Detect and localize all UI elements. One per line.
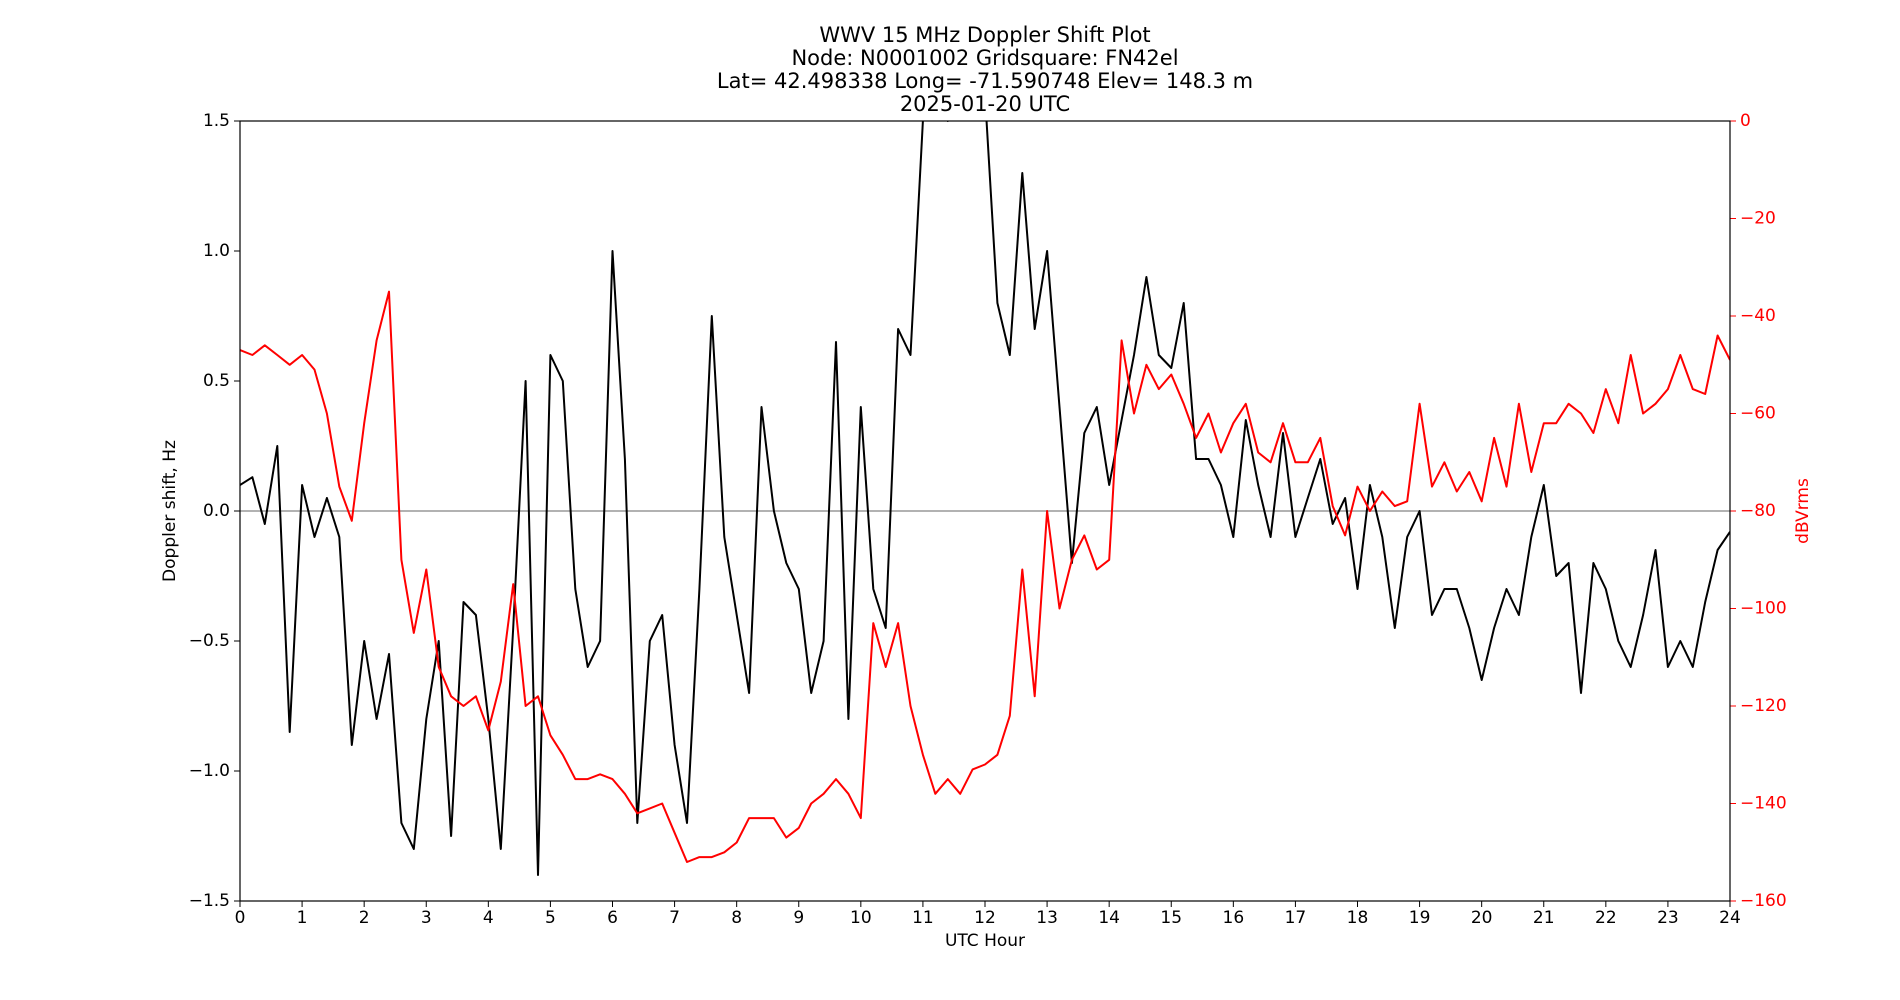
y2-tick-label: 0 <box>1740 111 1751 131</box>
y2-tick-label: −160 <box>1740 891 1787 911</box>
x-tick-label: 3 <box>421 908 432 928</box>
y-tick-label: −0.5 <box>189 631 230 651</box>
x-tick-label: 24 <box>1719 908 1741 928</box>
y-tick-label: −1.5 <box>189 891 230 911</box>
y-tick-label: −1.0 <box>189 761 230 781</box>
y2-axis-label: dBVrms <box>1793 478 1813 544</box>
x-tick-label: 2 <box>359 908 370 928</box>
x-tick-label: 7 <box>669 908 680 928</box>
y2-tick-label: −60 <box>1740 404 1776 424</box>
x-tick-label: 11 <box>912 908 934 928</box>
x-tick-label: 5 <box>545 908 556 928</box>
chart-title: Lat= 42.498338 Long= -71.590748 Elev= 14… <box>717 69 1253 93</box>
y2-tick-label: −140 <box>1740 794 1787 814</box>
x-tick-label: 14 <box>1098 908 1120 928</box>
y2-tick-label: −100 <box>1740 599 1787 619</box>
y-tick-label: 0.0 <box>203 501 230 521</box>
plot-frame <box>239 120 1731 902</box>
x-tick-label: 0 <box>235 908 246 928</box>
y2-tick-label: −80 <box>1740 501 1776 521</box>
x-tick-label: 1 <box>297 908 308 928</box>
x-tick-label: 20 <box>1471 908 1493 928</box>
y2-tick-label: −120 <box>1740 696 1787 716</box>
x-tick-label: 21 <box>1533 908 1555 928</box>
y2-tick-label: −40 <box>1740 306 1776 326</box>
x-tick-label: 4 <box>483 908 494 928</box>
x-tick-label: 10 <box>850 908 872 928</box>
y-tick-label: 1.5 <box>203 111 230 131</box>
chart-title: WWV 15 MHz Doppler Shift Plot <box>819 23 1150 47</box>
x-tick-label: 6 <box>607 908 618 928</box>
x-tick-label: 16 <box>1223 908 1245 928</box>
y-axis-label: Doppler shift, Hz <box>160 440 180 582</box>
x-tick-label: 12 <box>974 908 996 928</box>
data-line <box>240 290 1730 863</box>
y-tick-label: 0.5 <box>203 371 230 391</box>
x-tick-label: 18 <box>1347 908 1369 928</box>
x-tick-label: 13 <box>1036 908 1058 928</box>
x-tick-label: 9 <box>793 908 804 928</box>
x-tick-label: 19 <box>1409 908 1431 928</box>
plot-area <box>240 121 1730 876</box>
x-tick-label: 17 <box>1285 908 1307 928</box>
data-line <box>240 121 1730 876</box>
x-tick-label: 22 <box>1595 908 1617 928</box>
x-tick-label: 23 <box>1657 908 1679 928</box>
x-axis-label: UTC Hour <box>945 931 1025 951</box>
x-tick-label: 15 <box>1160 908 1182 928</box>
x-tick-label: 8 <box>731 908 742 928</box>
y2-tick-label: −20 <box>1740 209 1776 229</box>
y-tick-label: 1.0 <box>203 241 230 261</box>
chart-title: 2025-01-20 UTC <box>900 92 1070 116</box>
chart-title: Node: N0001002 Gridsquare: FN42el <box>791 46 1178 70</box>
